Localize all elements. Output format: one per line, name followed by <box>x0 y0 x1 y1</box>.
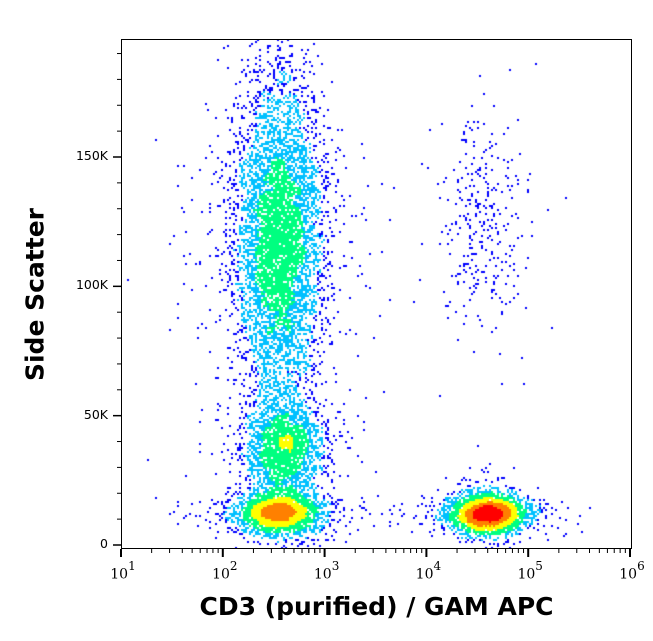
x-tick-label: 106 <box>619 559 645 583</box>
x-tick-label: 105 <box>517 559 543 583</box>
plot-frame <box>121 39 632 549</box>
y-tick-label: 150K <box>75 148 108 163</box>
y-axis-label: Side Scatter <box>20 208 50 382</box>
x-tick-label: 104 <box>415 559 442 583</box>
x-tick-label: 102 <box>212 559 238 583</box>
x-tick-label: 101 <box>110 559 136 583</box>
x-tick-label: 103 <box>313 559 340 583</box>
x-axis-label: CD3 (purified) / GAM APC <box>199 592 554 621</box>
y-tick-label: 0 <box>100 536 108 551</box>
y-tick-label: 50K <box>83 406 108 422</box>
scatter-plot-area <box>121 39 632 549</box>
y-tick-label: 100K <box>75 277 108 293</box>
